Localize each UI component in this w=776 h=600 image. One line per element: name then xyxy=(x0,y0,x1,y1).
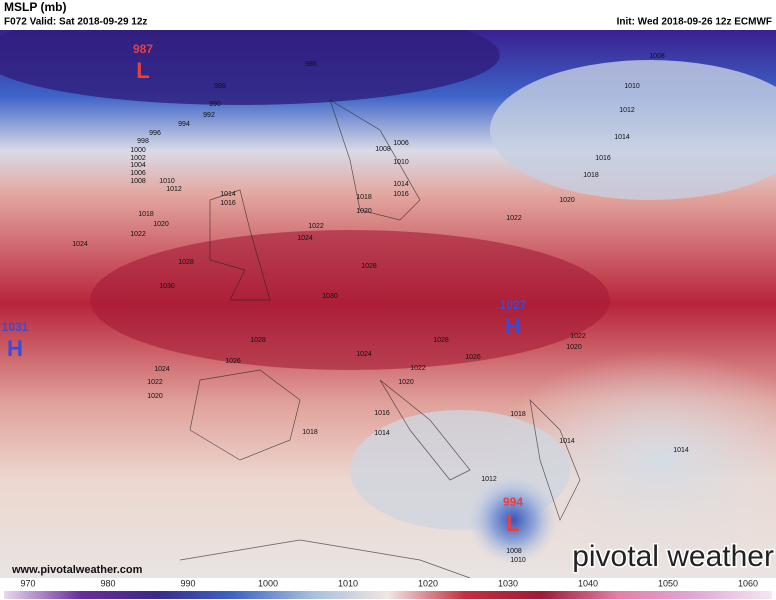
isobar-label: 1024 xyxy=(356,351,372,358)
center-value: 1027 xyxy=(500,298,527,312)
isobar-label: 1020 xyxy=(153,221,169,228)
isobar-label: 1002 xyxy=(130,155,146,162)
isobar-label: 1024 xyxy=(154,366,170,373)
colorbar-tick: 1010 xyxy=(338,578,358,588)
high-core xyxy=(90,230,610,370)
isobar-label: 1010 xyxy=(624,83,640,90)
isobar-label: 1006 xyxy=(393,140,409,147)
isobar-label: 1018 xyxy=(510,411,526,418)
colorbar-ticks: 970 980 990 1000 1010 1020 1030 1040 1050 1060 xyxy=(20,578,758,588)
isobar-label: 1020 xyxy=(356,208,372,215)
isobar-label: 1014 xyxy=(374,430,390,437)
isobar-label: 1014 xyxy=(559,438,575,445)
isobar-label: 998 xyxy=(137,138,149,145)
isobar-label: 1012 xyxy=(619,107,635,114)
isobar-label: 1014 xyxy=(220,191,236,198)
isobar-label: 1010 xyxy=(510,557,526,564)
med-low xyxy=(468,475,558,565)
valid-time: F072 Valid: Sat 2018-09-29 12z xyxy=(4,17,147,28)
isobar-label: 1030 xyxy=(159,283,175,290)
isobar-label: 1022 xyxy=(506,215,522,222)
header-bar xyxy=(0,0,776,30)
center-letter: L xyxy=(506,511,519,536)
isobar-label: 988 xyxy=(214,83,226,90)
colorbar-tick: 990 xyxy=(180,578,195,588)
isobar-label: 1020 xyxy=(147,393,163,400)
isobar-label: 1012 xyxy=(166,186,182,193)
isobar-label: 1028 xyxy=(250,337,266,344)
isobar-label: 1016 xyxy=(595,155,611,162)
center-value: 1031 xyxy=(2,320,29,334)
colorbar xyxy=(4,591,772,599)
pressure-centers: 987 L 1031 H 1027 H 994 L xyxy=(2,42,527,536)
isobar-label: 1014 xyxy=(673,447,689,454)
isobar-label: 1016 xyxy=(220,200,236,207)
title: MSLP (mb) xyxy=(4,0,66,14)
colorbar-tick: 1040 xyxy=(578,578,598,588)
isobar-label: 1018 xyxy=(356,194,372,201)
isobar-label: 1008 xyxy=(649,53,665,60)
colorbar-tick: 970 xyxy=(20,578,35,588)
isobar-label: 1028 xyxy=(361,263,377,270)
colorbar-tick: 1000 xyxy=(258,578,278,588)
isobar-label: 1018 xyxy=(138,211,154,218)
isobar-label: 992 xyxy=(203,112,215,119)
center-value: 987 xyxy=(133,42,153,56)
isobar-label: 1028 xyxy=(178,259,194,266)
isobar-label: 1004 xyxy=(130,162,146,169)
isobar-label: 1016 xyxy=(374,410,390,417)
east-region xyxy=(490,60,776,200)
colorbar-tick: 1020 xyxy=(418,578,438,588)
isobar-label: 1022 xyxy=(410,365,426,372)
low-region xyxy=(0,5,500,105)
center-value: 994 xyxy=(503,495,523,509)
isobar-label: 1024 xyxy=(297,235,313,242)
colorbar-tick: 1050 xyxy=(658,578,678,588)
isobar-label: 990 xyxy=(209,101,221,108)
logo: pivotal weather xyxy=(572,540,774,573)
coastlines xyxy=(179,99,581,579)
isobar-label: 994 xyxy=(178,121,190,128)
isobar-label: 1008 xyxy=(506,548,522,555)
isobar-label: 1022 xyxy=(570,333,586,340)
colorbar-tick: 1060 xyxy=(738,578,758,588)
isobar-label: 1008 xyxy=(375,146,391,153)
center-letter: L xyxy=(136,58,149,83)
isobar-label: 1030 xyxy=(322,293,338,300)
isobar-label: 1022 xyxy=(130,231,146,238)
isobar-labels: 9869889909929949969981000100210041006100… xyxy=(72,53,689,564)
isobar-label: 1014 xyxy=(393,181,409,188)
isobar-label: 1018 xyxy=(302,429,318,436)
center-letter: H xyxy=(505,314,521,339)
init-time: Init: Wed 2018-09-26 12z ECMWF xyxy=(617,17,772,28)
isobar-label: 1006 xyxy=(130,170,146,177)
colorbar-tick: 980 xyxy=(100,578,115,588)
colorbar-tick: 1030 xyxy=(498,578,518,588)
isobar-label: 1012 xyxy=(481,476,497,483)
isobar-label: 1020 xyxy=(559,197,575,204)
isobar-label: 1022 xyxy=(308,223,324,230)
center-letter: H xyxy=(7,336,23,361)
isobar-label: 1020 xyxy=(566,344,582,351)
isobar-label: 1010 xyxy=(159,178,175,185)
isobar-label: 1018 xyxy=(583,172,599,179)
isobar-label: 1008 xyxy=(130,178,146,185)
east-plain xyxy=(490,350,776,570)
isobar-label: 1022 xyxy=(147,379,163,386)
isobar-label: 1014 xyxy=(614,134,630,141)
isobar-label: 1020 xyxy=(398,379,414,386)
isobar-label: 986 xyxy=(305,61,317,68)
isobar-label: 1026 xyxy=(465,354,481,361)
isobar-label: 1010 xyxy=(393,159,409,166)
isobar-label: 996 xyxy=(149,130,161,137)
isobar-label: 1024 xyxy=(72,241,88,248)
isobar-label: 1016 xyxy=(393,191,409,198)
site-url: www.pivotalweather.com xyxy=(11,564,143,576)
isobar-label: 1026 xyxy=(225,358,241,365)
isobar-label: 1028 xyxy=(433,337,449,344)
isobar-label: 1000 xyxy=(130,147,146,154)
